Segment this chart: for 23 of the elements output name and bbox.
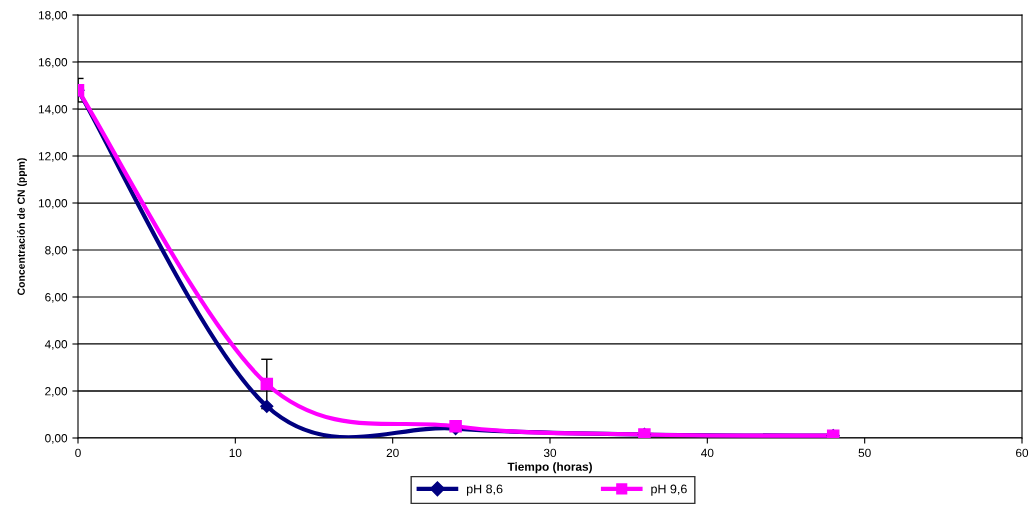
x-tick-label: 60 — [1016, 448, 1029, 458]
y-tick-label: 0,00 — [45, 434, 68, 444]
y-tick-label: 16,00 — [38, 58, 68, 68]
y-tick-label: 12,00 — [38, 152, 68, 162]
point — [260, 399, 274, 413]
x-tick-label: 10 — [229, 448, 242, 458]
y-tick-label: 8,00 — [45, 246, 68, 256]
y-tick-label: 2,00 — [45, 387, 68, 397]
y-tick-label: 10,00 — [38, 199, 68, 209]
y-tick-label: 14,00 — [38, 105, 68, 115]
y-tick-label: 4,00 — [44, 340, 68, 350]
x-axis-title: Tiempo (horas) — [507, 462, 592, 474]
y-axis-title: Concentración de CN (ppm) — [17, 158, 27, 295]
legend-label: pH 8,6 — [466, 484, 503, 496]
legend-label: pH 9,6 — [651, 484, 687, 496]
y-tick-label: 6,00 — [45, 293, 68, 303]
y-tick-label: 18,00 — [38, 11, 68, 21]
x-tick-label: 0 — [75, 448, 81, 458]
x-tick-label: 30 — [543, 448, 557, 458]
x-tick-label: 50 — [858, 448, 871, 458]
x-tick-label: 40 — [701, 448, 714, 458]
x-tick-label: 20 — [386, 448, 399, 458]
point — [260, 377, 274, 391]
